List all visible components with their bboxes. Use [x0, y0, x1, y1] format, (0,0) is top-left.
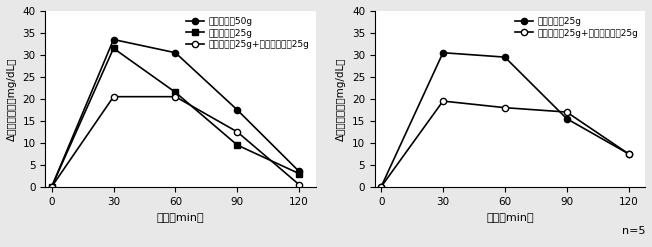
- スクロース25g+パラチノース25g: [233, 130, 241, 133]
- スクロース50g: [233, 108, 241, 111]
- Line: グルコース25g: グルコース25g: [378, 50, 632, 190]
- スクロース50g: [110, 38, 117, 41]
- スクロース25g: [48, 185, 55, 188]
- スクロース25g: [110, 47, 117, 50]
- Text: n=5: n=5: [621, 226, 645, 236]
- Y-axis label: Δ血糖値上昇（mg/dL）: Δ血糖値上昇（mg/dL）: [336, 57, 346, 141]
- Line: スクロース50g: スクロース50g: [48, 36, 303, 190]
- スクロース25g: [233, 144, 241, 146]
- グルコース25g: [563, 117, 570, 120]
- Line: スクロース25g: スクロース25g: [48, 45, 303, 190]
- グルコース25g: [439, 51, 447, 54]
- Y-axis label: Δ血糖値上昇（mg/dL）: Δ血糖値上昇（mg/dL）: [7, 57, 17, 141]
- Legend: グルコース25g, グルコース25g+パラチノース25g: グルコース25g, グルコース25g+パラチノース25g: [514, 16, 640, 39]
- グルコース25g+パラチノース25g: [501, 106, 509, 109]
- スクロース50g: [48, 185, 55, 188]
- X-axis label: 時間（min）: 時間（min）: [486, 212, 534, 222]
- スクロース25g: [295, 172, 303, 175]
- スクロース50g: [171, 51, 179, 54]
- Line: グルコース25g+パラチノース25g: グルコース25g+パラチノース25g: [378, 98, 632, 190]
- スクロース25g+パラチノース25g: [295, 183, 303, 186]
- グルコース25g: [501, 56, 509, 59]
- スクロース25g+パラチノース25g: [110, 95, 117, 98]
- Line: スクロース25g+パラチノース25g: スクロース25g+パラチノース25g: [48, 94, 303, 190]
- スクロース25g+パラチノース25g: [171, 95, 179, 98]
- スクロース50g: [295, 170, 303, 173]
- スクロース25g+パラチノース25g: [48, 185, 55, 188]
- グルコース25g: [378, 185, 385, 188]
- グルコース25g: [625, 152, 632, 155]
- スクロース25g: [171, 91, 179, 94]
- Legend: スクロース50g, スクロース25g, スクロース25g+パラチノース25g: スクロース50g, スクロース25g, スクロース25g+パラチノース25g: [184, 16, 311, 51]
- グルコース25g+パラチノース25g: [439, 100, 447, 103]
- グルコース25g+パラチノース25g: [625, 152, 632, 155]
- X-axis label: 時間（min）: 時間（min）: [156, 212, 204, 222]
- グルコース25g+パラチノース25g: [378, 185, 385, 188]
- グルコース25g+パラチノース25g: [563, 111, 570, 114]
